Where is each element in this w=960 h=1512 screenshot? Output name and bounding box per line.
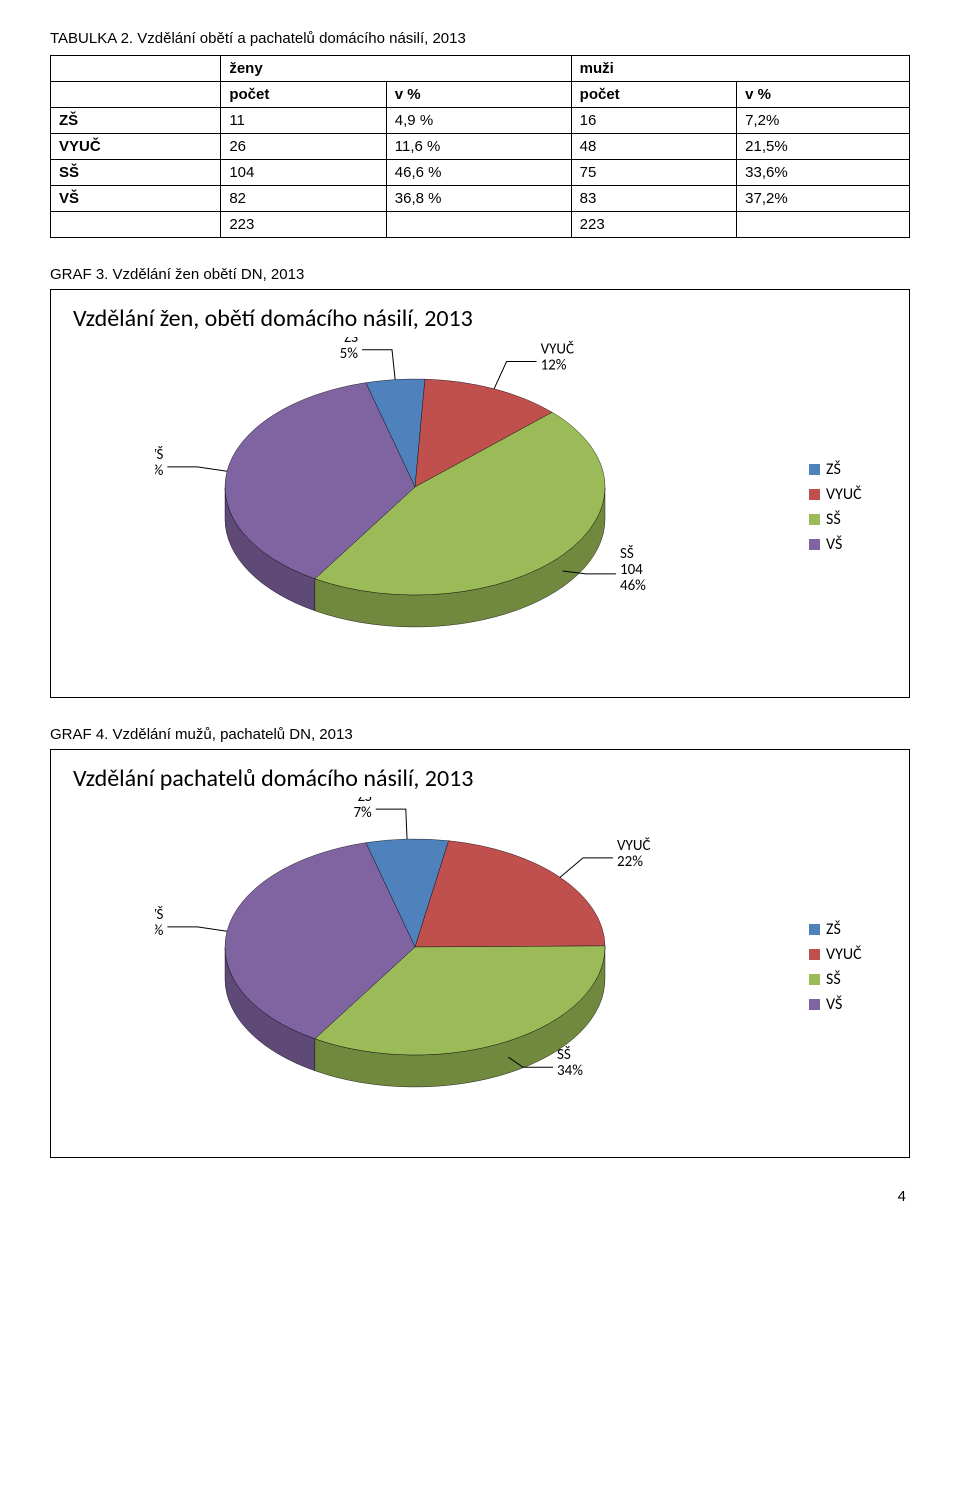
pie-label: 37% [155,922,164,940]
cell: ZŠ [51,108,221,134]
legend-item: VŠ [809,535,899,554]
legend-item: SŠ [809,970,899,989]
header-zeny: ženy [221,56,571,82]
graf4-caption: GRAF 4. Vzdělání mužů, pachatelů DN, 201… [50,726,910,743]
legend-swatch [809,464,820,475]
table2: ženy muži počet v % počet v % ZŠ114,9 %1… [50,55,910,238]
cell: 11 [221,108,386,134]
pie-label: 12% [541,357,567,375]
leader-line [167,927,227,931]
pie-chart: ZŠ7%VYUČ22%SŠ34%VŠ37% [155,797,715,1137]
cell: 48 [571,134,736,160]
pie-label: 22% [617,853,643,871]
legend-item: VYUČ [809,485,899,504]
chart-body: ZŠ5%VYUČ12%SŠ10446%VŠ37% ZŠ VYUČ SŠ VŠ [61,337,899,677]
cell: 37,2% [737,186,910,212]
page-number: 4 [50,1188,910,1205]
cell: 46,6 % [386,160,571,186]
leader-line [376,809,407,839]
header-pocet: počet [571,82,736,108]
legend-swatch [809,949,820,960]
header-vpct: v % [737,82,910,108]
pie-label: 7% [353,804,372,822]
cell: 104 [221,160,386,186]
legend: ZŠ VYUČ SŠ VŠ [809,454,899,560]
table-row: ZŠ114,9 %167,2% [51,108,910,134]
legend-label: ZŠ [826,460,841,479]
cell: 33,6% [737,160,910,186]
table-row: SŠ10446,6 %7533,6% [51,160,910,186]
legend-item: VŠ [809,995,899,1014]
cell: 36,8 % [386,186,571,212]
table-row: počet v % počet v % [51,82,910,108]
cell: 16 [571,108,736,134]
pie-wrap: ZŠ7%VYUČ22%SŠ34%VŠ37% [61,797,809,1137]
legend-swatch [809,974,820,985]
cell [737,212,910,238]
cell: VŠ [51,186,221,212]
leader-line [167,467,227,471]
legend: ZŠ VYUČ SŠ VŠ [809,914,899,1020]
cell: 223 [571,212,736,238]
graf4-chart: Vzdělání pachatelů domácího násilí, 2013… [50,749,910,1158]
cell: SŠ [51,160,221,186]
legend-label: VYUČ [826,945,862,964]
cell: VYUČ [51,134,221,160]
cell [51,56,221,82]
pie-wrap: ZŠ5%VYUČ12%SŠ10446%VŠ37% [61,337,809,677]
legend-label: SŠ [826,970,841,989]
leader-line [494,362,536,389]
cell: 21,5% [737,134,910,160]
pie-label: 46% [620,577,646,595]
legend-label: VYUČ [826,485,862,504]
table2-caption: TABULKA 2. Vzdělání obětí a pachatelů do… [50,30,910,47]
table-row: ženy muži [51,56,910,82]
leader-line [362,350,395,380]
cell: 11,6 % [386,134,571,160]
legend-item: VYUČ [809,945,899,964]
table-row: VŠ8236,8 %8337,2% [51,186,910,212]
cell: 75 [571,160,736,186]
chart-body: ZŠ7%VYUČ22%SŠ34%VŠ37% ZŠ VYUČ SŠ VŠ [61,797,899,1137]
pie-slice [415,841,605,947]
cell: 82 [221,186,386,212]
graf3-chart: Vzdělání žen, obětí domácího násilí, 201… [50,289,910,698]
header-muzi: muži [571,56,909,82]
legend-swatch [809,924,820,935]
legend-item: ZŠ [809,460,899,479]
pie-label: 37% [155,462,164,480]
table-row: VYUČ2611,6 %4821,5% [51,134,910,160]
legend-swatch [809,489,820,500]
cell [386,212,571,238]
cell: 83 [571,186,736,212]
legend-swatch [809,514,820,525]
leader-line [560,858,613,877]
cell: 4,9 % [386,108,571,134]
legend-item: ZŠ [809,920,899,939]
graf3-title: Vzdělání žen, obětí domácího násilí, 201… [73,304,899,333]
legend-swatch [809,539,820,550]
header-pocet: počet [221,82,386,108]
legend-label: ZŠ [826,920,841,939]
graf4-title: Vzdělání pachatelů domácího násilí, 2013 [73,764,899,793]
legend-item: SŠ [809,510,899,529]
legend-swatch [809,999,820,1010]
table-row: 223 223 [51,212,910,238]
pie-chart: ZŠ5%VYUČ12%SŠ10446%VŠ37% [155,337,715,677]
legend-label: VŠ [826,535,842,554]
cell: 26 [221,134,386,160]
legend-label: SŠ [826,510,841,529]
cell [51,212,221,238]
cell [51,82,221,108]
cell: 223 [221,212,386,238]
graf3-caption: GRAF 3. Vzdělání žen obětí DN, 2013 [50,266,910,283]
pie-label: 34% [557,1062,583,1080]
legend-label: VŠ [826,995,842,1014]
header-vpct: v % [386,82,571,108]
pie-label: 5% [340,345,359,363]
cell: 7,2% [737,108,910,134]
